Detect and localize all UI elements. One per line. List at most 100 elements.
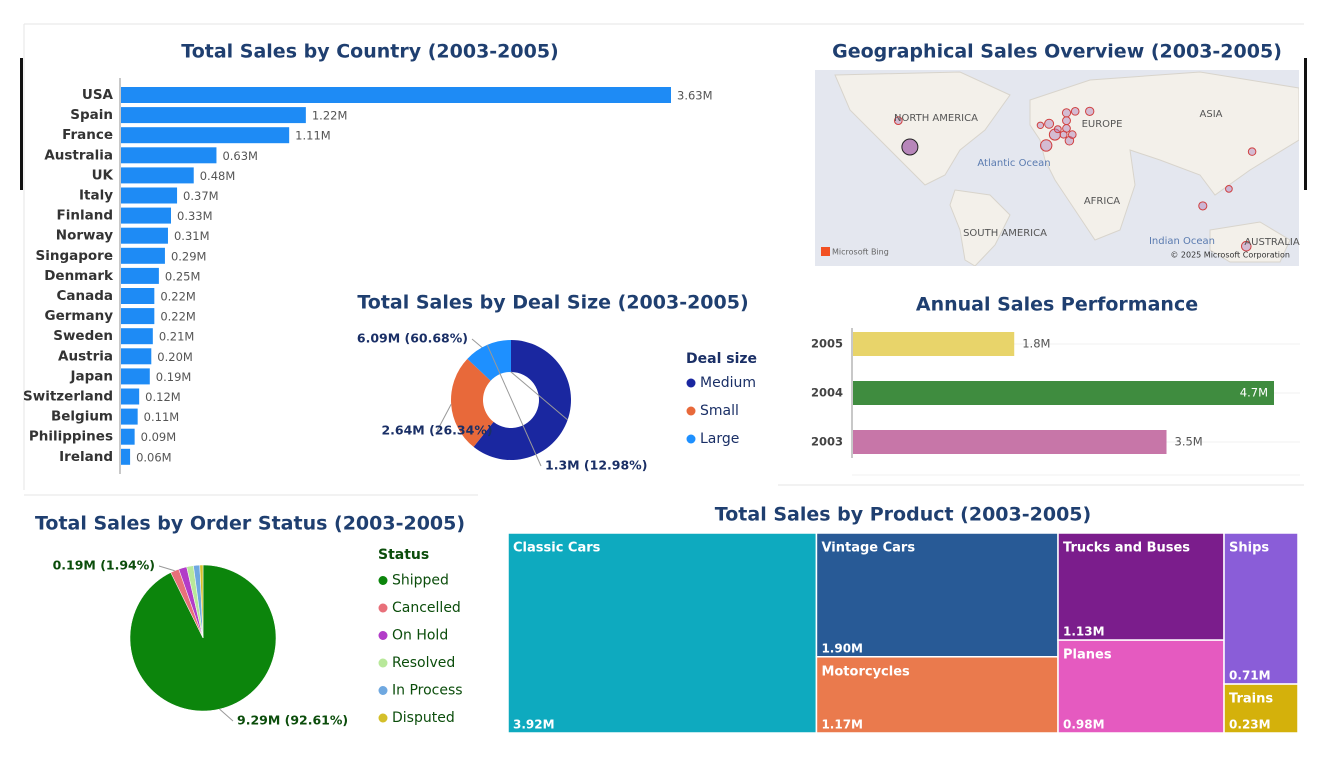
- value-label: 0.37M: [183, 189, 219, 203]
- tile: [1057, 532, 1225, 641]
- legend-title: Deal size: [686, 351, 757, 367]
- slice-label: 2.64M (26.34%): [381, 423, 492, 438]
- land: [949, 189, 1011, 266]
- legend-swatch: [686, 378, 696, 388]
- map-label: AFRICA: [1084, 196, 1120, 207]
- map-bubble: [1225, 184, 1233, 193]
- category-label: Norway: [56, 228, 113, 244]
- land: [834, 71, 1011, 186]
- map-bubble: [1085, 106, 1095, 117]
- value-label: 0.20M: [157, 350, 193, 364]
- category-label: Ireland: [59, 449, 113, 465]
- map-bubble: [893, 116, 903, 126]
- tile-label: Classic Cars: [513, 541, 601, 556]
- slice: [199, 564, 204, 639]
- value-label: 0.48M: [200, 169, 236, 183]
- value-label: 4.7M: [1240, 386, 1268, 400]
- tile-label: Trains: [1229, 692, 1273, 707]
- tile-value: 1.90M: [821, 641, 863, 655]
- land: [1209, 221, 1291, 263]
- chart-title: Total Sales by Deal Size (2003-2005): [357, 292, 748, 314]
- map-label: Atlantic Ocean: [977, 158, 1050, 169]
- category-label: Japan: [69, 368, 113, 384]
- bar: [121, 187, 178, 204]
- legend-swatch: [686, 406, 696, 416]
- value-label: 1.22M: [312, 109, 348, 123]
- tile-value: 0.98M: [1063, 718, 1105, 732]
- bar: [121, 267, 159, 284]
- category-label: 2003: [811, 435, 843, 449]
- category-label: Belgium: [51, 409, 113, 425]
- bar: [853, 430, 1167, 454]
- value-label: 0.22M: [160, 290, 196, 304]
- value-label: 0.11M: [144, 410, 180, 424]
- value-label: 0.31M: [174, 229, 210, 243]
- leader-line: [158, 565, 175, 572]
- slice: [467, 340, 511, 381]
- land: [1029, 71, 1299, 241]
- slice-label: 6.09M (60.68%): [357, 331, 468, 346]
- category-label: Australia: [44, 147, 113, 163]
- bar: [121, 428, 135, 445]
- map-provider: Microsoft Bing: [832, 248, 889, 257]
- slice-label: 9.29M (92.61%): [237, 713, 348, 728]
- tile-value: 0.71M: [1229, 669, 1271, 683]
- map-attribution: © 2025 Microsoft Corporation: [1170, 251, 1290, 260]
- map: [815, 70, 1299, 266]
- legend-label: Cancelled: [392, 600, 461, 616]
- category-label: 2005: [811, 337, 843, 351]
- value-label: 0.19M: [156, 370, 192, 384]
- map-bubble: [1044, 118, 1055, 129]
- value-label: 0.33M: [177, 209, 213, 223]
- legend-label: Shipped: [392, 573, 449, 589]
- tile-value: 0.23M: [1229, 718, 1271, 732]
- bar: [853, 381, 1274, 405]
- map-label: Indian Ocean: [1149, 236, 1215, 247]
- tile: [1223, 683, 1299, 734]
- bar: [121, 87, 671, 103]
- legend-label: In Process: [392, 683, 463, 699]
- value-label: 1.8M: [1022, 337, 1050, 351]
- category-label: Philippines: [29, 429, 113, 445]
- tile-value: 1.13M: [1063, 625, 1105, 639]
- legend-swatch: [378, 631, 388, 640]
- tile-label: Planes: [1063, 648, 1112, 663]
- value-label: 0.25M: [165, 269, 201, 283]
- value-label: 0.09M: [141, 430, 177, 444]
- legend-swatch: [378, 576, 388, 585]
- value-label: 3.63M: [677, 89, 713, 103]
- map-bubble: [1198, 201, 1208, 211]
- bar: [121, 207, 171, 224]
- value-label: 0.22M: [160, 310, 196, 324]
- bar: [121, 348, 152, 365]
- edge-bar: [1304, 58, 1307, 190]
- value-label: 3.5M: [1175, 435, 1203, 449]
- tile-value: 1.17M: [821, 718, 863, 732]
- bar: [853, 332, 1015, 356]
- leader-line: [436, 403, 452, 432]
- legend-label: Small: [700, 403, 739, 419]
- legend-label: On Hold: [392, 628, 448, 644]
- legend-swatch: [378, 713, 388, 723]
- map-label: SOUTH AMERICA: [963, 228, 1047, 239]
- map-bubble: [901, 138, 919, 156]
- category-label: Italy: [79, 188, 113, 204]
- bar: [121, 167, 194, 184]
- tile-label: Ships: [1229, 541, 1269, 556]
- bar: [121, 107, 306, 124]
- chart-title: Annual Sales Performance: [916, 294, 1198, 316]
- category-label: 2004: [811, 386, 843, 400]
- value-label: 0.06M: [136, 450, 172, 464]
- slice: [473, 340, 572, 461]
- category-label: Finland: [57, 208, 113, 224]
- chart-title: Total Sales by Order Status (2003-2005): [35, 513, 465, 535]
- bar: [121, 408, 138, 425]
- value-label: 0.63M: [222, 149, 258, 163]
- map-bubble: [1241, 240, 1252, 252]
- legend-swatch: [378, 686, 388, 695]
- category-label: Denmark: [44, 268, 114, 284]
- edge-bar: [20, 58, 23, 190]
- map-bubble: [1070, 107, 1080, 116]
- bar: [121, 388, 140, 405]
- legend-swatch: [686, 434, 696, 444]
